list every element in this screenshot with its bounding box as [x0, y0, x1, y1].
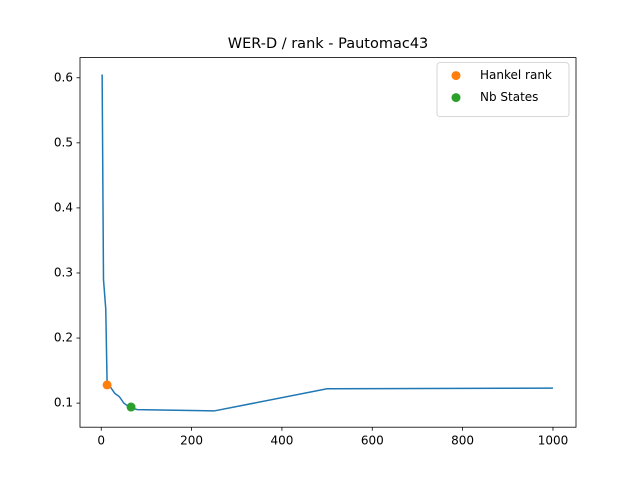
x-tick-label: 0	[97, 434, 105, 448]
y-tick-label: 0.3	[54, 265, 73, 279]
y-tick-label: 0.4	[54, 200, 73, 214]
y-tick-label: 0.6	[54, 70, 73, 84]
legend-marker	[451, 71, 461, 81]
x-tick-label: 400	[270, 434, 293, 448]
y-tick-label: 0.5	[54, 135, 73, 149]
x-tick-label: 200	[180, 434, 203, 448]
legend-label: Nb States	[480, 90, 538, 104]
x-tick-label: 1000	[538, 434, 569, 448]
legend-box	[436, 62, 570, 117]
x-tick-label: 600	[361, 434, 384, 448]
y-tick-label: 0.2	[54, 331, 73, 345]
axes-frame	[79, 57, 577, 428]
data-point	[126, 402, 136, 412]
data-line	[101, 74, 553, 412]
chart-title: WER-D / rank - Pautomac43	[228, 36, 429, 52]
legend-label: Hankel rank	[480, 68, 552, 82]
y-tick-label: 0.1	[54, 396, 73, 410]
legend-marker	[451, 93, 461, 103]
data-point	[102, 380, 112, 390]
x-tick-label: 800	[451, 434, 474, 448]
